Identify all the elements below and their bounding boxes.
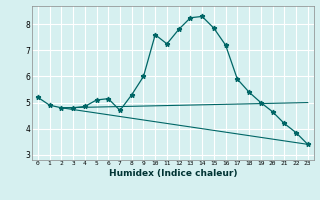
- X-axis label: Humidex (Indice chaleur): Humidex (Indice chaleur): [108, 169, 237, 178]
